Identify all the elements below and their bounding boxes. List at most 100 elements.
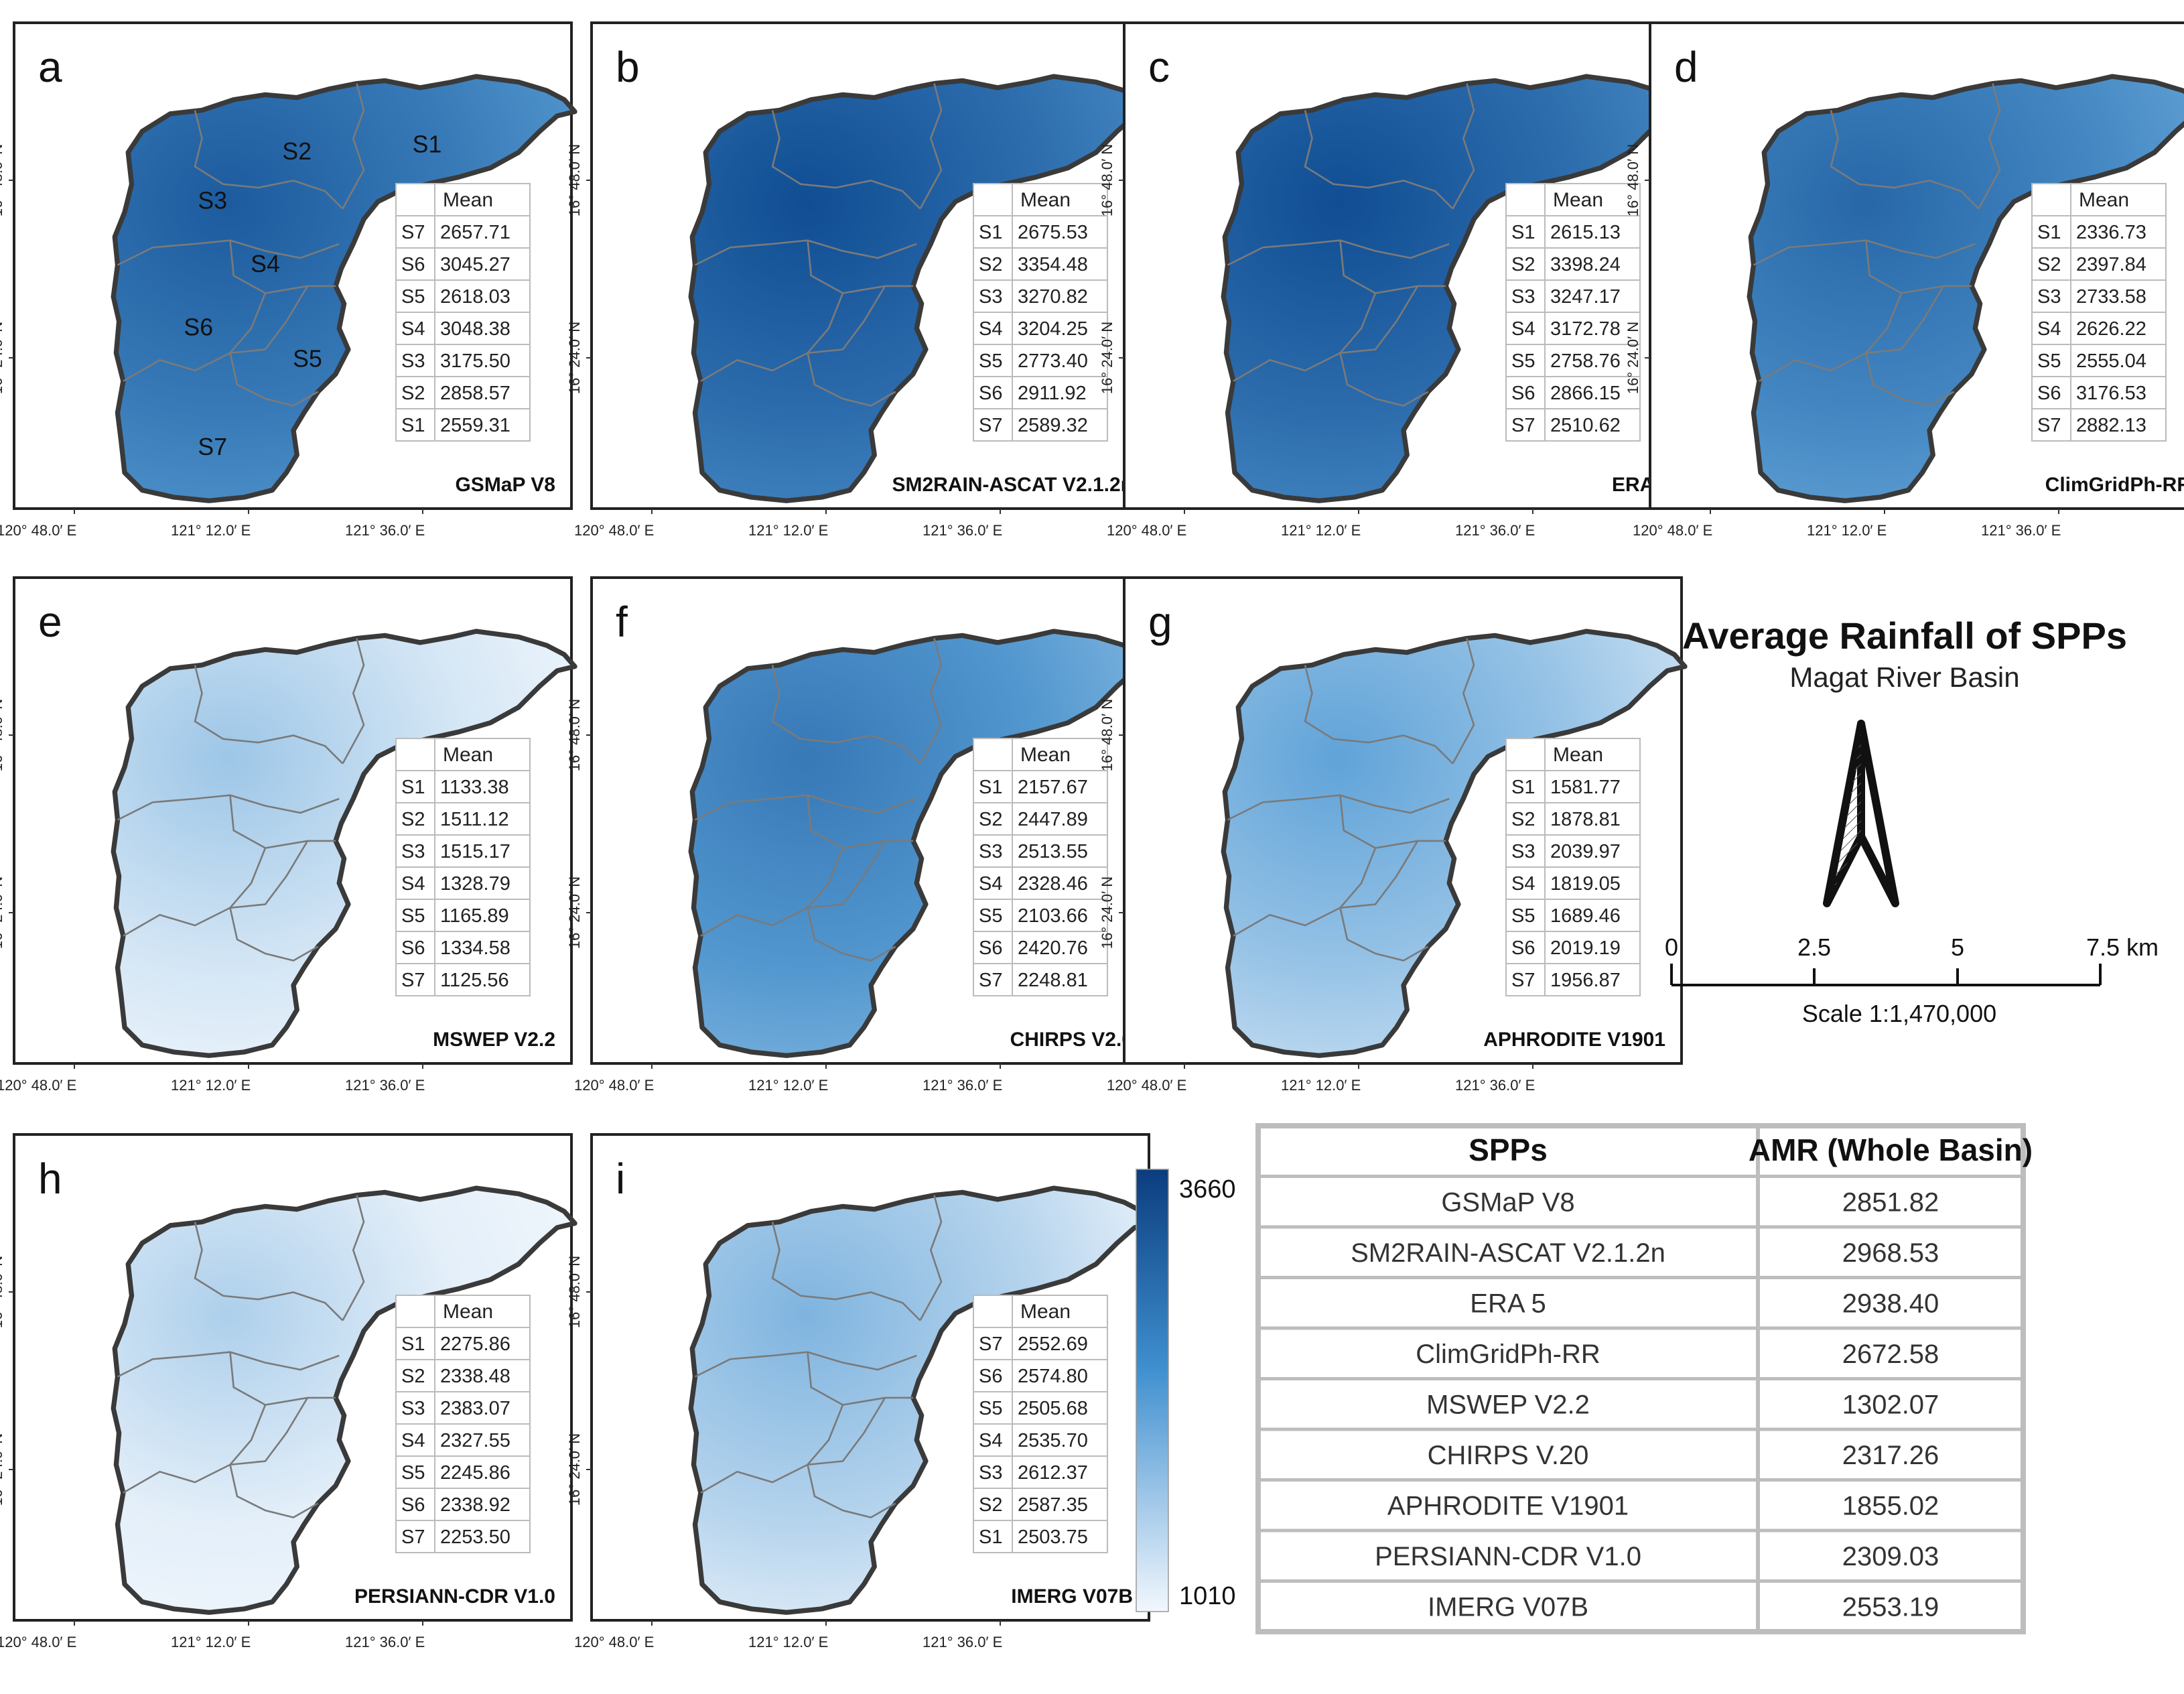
mean-table-subbasin: S2: [979, 254, 1002, 275]
color-legend: 3660 1010: [1136, 1169, 1236, 1612]
mean-table-subbasin: S7: [979, 415, 1002, 436]
mean-table-value: 2911.92: [1018, 383, 1087, 404]
scale-label-1: 2.5: [1797, 933, 1831, 961]
x-tick-label: 120° 48.0′ E: [0, 1634, 76, 1650]
mean-table-value: 2882.13: [2076, 415, 2146, 436]
subbasin-boundary: [1830, 110, 1980, 210]
x-tick-label: 121° 36.0′ E: [345, 1077, 425, 1094]
amr-row-product: ERA 5: [1470, 1289, 1546, 1319]
mean-table-value: 2397.84: [2076, 254, 2146, 275]
panel-title: IMERG V07B: [1011, 1585, 1133, 1608]
mean-table-value: 2019.19: [1550, 937, 1621, 959]
mean-table-value: 2420.76: [1018, 937, 1088, 959]
amr-row-product: ClimGridPh-RR: [1416, 1340, 1600, 1369]
mean-table-value: 2336.73: [2076, 222, 2146, 243]
mean-table-subbasin: S2: [1511, 254, 1535, 275]
mean-table-value: 2675.53: [1018, 222, 1088, 243]
amr-row-product: MSWEP V2.2: [1426, 1390, 1590, 1420]
mean-table-subbasin: S6: [401, 937, 425, 959]
mean-table-subbasin: S6: [2037, 383, 2061, 404]
mean-table-subbasin: S5: [979, 1398, 1002, 1419]
subbasin-boundary: [1304, 110, 1454, 210]
subbasin-boundary: [229, 1464, 319, 1518]
subbasin-boundary: [1339, 907, 1429, 962]
mean-table-subbasin: S4: [401, 1430, 425, 1451]
mean-table-subbasin: S1: [1511, 222, 1535, 243]
mean-table-value: 1956.87: [1550, 970, 1621, 991]
mean-table: Mean S1 2615.13 S2 3398.24 S3 3247.17 S4 3172.78…: [1505, 183, 1641, 442]
x-tick-label: 121° 12.0′ E: [748, 1077, 828, 1094]
x-tick-label: 120° 48.0′ E: [574, 522, 654, 539]
mean-table-subbasin: S5: [401, 905, 425, 927]
mean-table-subbasin: S5: [1511, 350, 1535, 372]
subbasin-boundary: [807, 352, 896, 407]
x-tick-label: 121° 12.0′ E: [1281, 1077, 1361, 1094]
basin-map: [688, 629, 1155, 1058]
mean-table-value: 1165.89: [440, 905, 509, 927]
mean-table-subbasin: S3: [401, 350, 425, 372]
mean-table-value: 1819.05: [1550, 873, 1621, 895]
panel-title: MSWEP V2.2: [433, 1029, 555, 1051]
mean-table-subbasin: S7: [2037, 415, 2061, 436]
subbasin-boundary: [194, 1222, 344, 1321]
mean-table-value: 2615.13: [1550, 222, 1621, 243]
subbasin-boundary: [807, 1397, 886, 1466]
mean-table-value: 1689.46: [1550, 905, 1621, 927]
subbasin-boundary: [807, 840, 886, 909]
basin-outline: [111, 629, 577, 1058]
mean-table-subbasin: S6: [401, 254, 425, 275]
subbasin-label: S7: [198, 434, 227, 460]
mean-table-header: Mean: [1020, 1301, 1071, 1323]
map-panel-b: b Mean S1 2675.53 S2 3354.48 S3 3270.82 S4 3204.2…: [566, 21, 1155, 539]
mean-table: Mean S7 2552.69 S6 2574.80 S5 2505.68 S4 2535.70…: [973, 1295, 1108, 1553]
basin-map: [688, 1185, 1155, 1615]
map-panel-d: d Mean S1 2336.73 S2 2397.84 S3 2733.58 S4 2626.2…: [1625, 21, 2184, 539]
y-tick-label: 16° 24.0′ N: [566, 876, 583, 949]
subbasin-boundary: [123, 1405, 267, 1494]
y-tick-label: 16° 48.0′ N: [0, 144, 5, 216]
basin-outline: [688, 1185, 1155, 1615]
subbasin-boundary: [123, 293, 267, 382]
mean-table-value: 2758.76: [1550, 350, 1621, 372]
mean-table-value: 2103.66: [1018, 905, 1088, 927]
mean-table-subbasin: S3: [401, 841, 425, 862]
mean-table-subbasin: S1: [401, 777, 425, 798]
subbasin-boundary: [1340, 840, 1419, 909]
basin-map: S1 S2 S3 S4 S5 S6 S7: [111, 74, 577, 503]
figure-title: Average Rainfall of SPPs: [1682, 614, 2127, 657]
mean-table-subbasin: S4: [2037, 318, 2061, 340]
mean-table-value: 2510.62: [1550, 415, 1621, 436]
mean-table-header: Mean: [443, 744, 493, 766]
mean-table-value: 3048.38: [440, 318, 510, 340]
mean-table-subbasin: S4: [401, 873, 425, 895]
amr-row-value: 2309.03: [1842, 1542, 1939, 1571]
x-tick-label: 121° 12.0′ E: [748, 522, 828, 539]
mean-table-value: 2587.35: [1018, 1494, 1088, 1516]
x-tick-label: 120° 48.0′ E: [574, 1634, 654, 1650]
mean-table-value: 3176.53: [2076, 383, 2146, 404]
mean-table-subbasin: S2: [1511, 809, 1535, 830]
mean-table-value: 2612.37: [1018, 1462, 1088, 1484]
mean-table-subbasin: S1: [979, 222, 1002, 243]
panel-letter: h: [38, 1155, 62, 1203]
subbasin-boundary: [1866, 285, 1945, 354]
y-tick-label: 16° 48.0′ N: [0, 1256, 5, 1328]
mean-table-subbasin: S2: [401, 383, 425, 404]
mean-table: Mean S7 2657.71 S6 3045.27 S5 2618.03 S4 3048.38…: [395, 183, 531, 442]
mean-table-subbasin: S4: [979, 318, 1002, 340]
y-tick-label: 16° 24.0′ N: [1099, 876, 1115, 949]
mean-table-value: 1334.58: [440, 937, 510, 959]
panel-letter: a: [38, 43, 62, 91]
x-tick-label: 121° 12.0′ E: [1281, 522, 1361, 539]
mean-table-subbasin: S3: [979, 841, 1002, 862]
mean-table-value: 2039.97: [1550, 841, 1621, 862]
mean-table-header: Mean: [443, 189, 493, 211]
mean-table-value: 1878.81: [1550, 809, 1621, 830]
mean-table-subbasin: S4: [1511, 318, 1535, 340]
y-tick-label: 16° 24.0′ N: [0, 1433, 5, 1506]
x-tick-label: 121° 36.0′ E: [345, 522, 425, 539]
mean-table-value: 2626.22: [2076, 318, 2146, 340]
mean-table-value: 2858.57: [440, 383, 510, 404]
map-panel-h: h Mean S1 2275.86 S2 2338.48 S3 2383.07 S4 2327.5…: [0, 1133, 577, 1650]
